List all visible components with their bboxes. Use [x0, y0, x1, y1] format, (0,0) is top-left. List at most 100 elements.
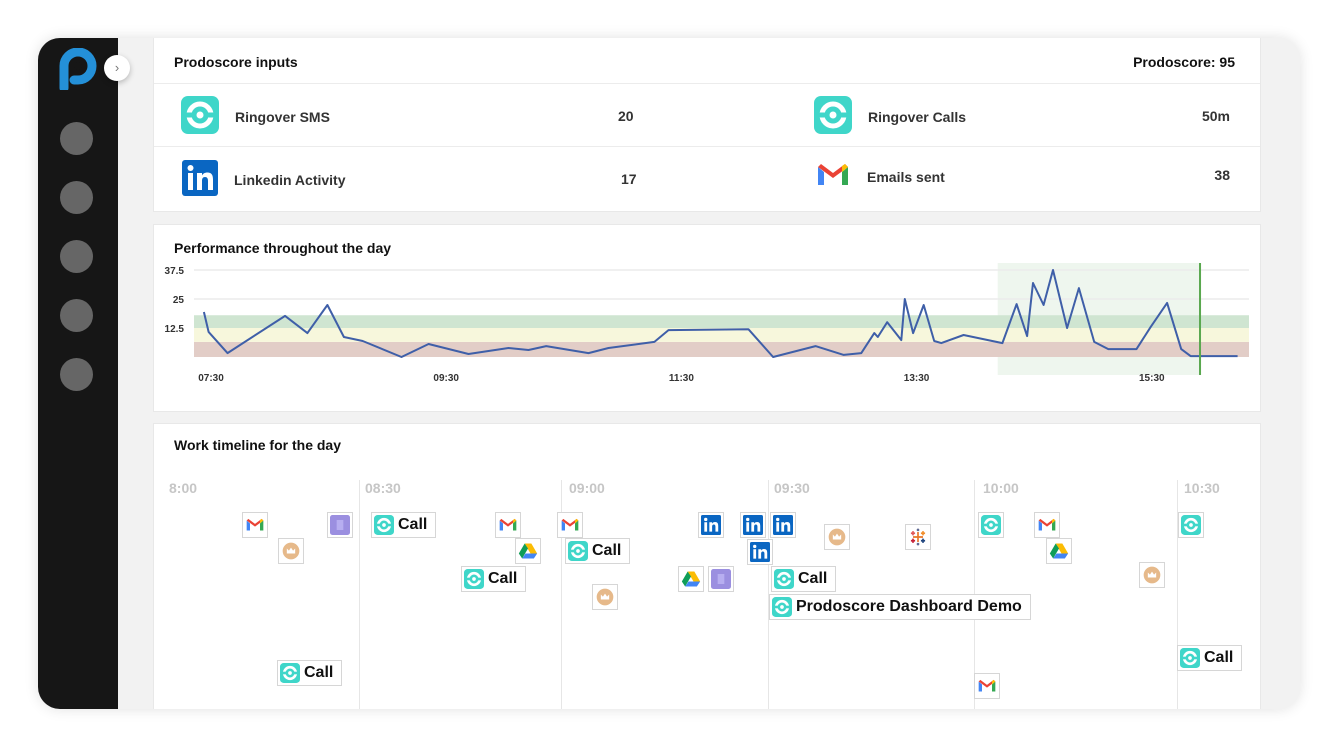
inputs-row: Ringover SMS 20 Ringover Calls 50m: [154, 83, 1260, 146]
nav-item-1[interactable]: [60, 122, 93, 155]
input-value: 17: [621, 171, 637, 187]
ringover-icon: [981, 515, 1001, 535]
time-label: 10:30: [1184, 480, 1220, 496]
timeline-event-ringover[interactable]: Call: [277, 660, 343, 686]
time-label: 09:30: [774, 480, 810, 496]
gmail-icon: [1037, 515, 1057, 535]
input-ringover-calls: Ringover Calls: [814, 96, 966, 137]
gmail-icon: [245, 515, 265, 535]
performance-chart: 37.5 25 12.5 07:30 09:30 11:30 13:30 15:30: [165, 263, 1249, 384]
time-label: 10:00: [983, 480, 1019, 496]
tableau-icon: [908, 527, 928, 547]
timeline-event-drive[interactable]: [678, 566, 704, 592]
timeline-event-ringover[interactable]: Call: [461, 566, 527, 592]
gmail-icon: [498, 515, 518, 535]
timeline-event-linkedin[interactable]: [770, 512, 796, 538]
calendar-icon: [711, 569, 731, 589]
x-tick-label: 13:30: [904, 373, 930, 384]
drive-icon: [681, 569, 701, 589]
y-tick-label: 37.5: [165, 266, 185, 277]
timeline-event-ringover[interactable]: Prodoscore Dashboard Demo: [769, 594, 1031, 620]
event-label: Call: [1204, 649, 1234, 666]
input-value: 20: [618, 108, 634, 124]
x-tick-label: 07:30: [198, 373, 224, 384]
nav-item-4[interactable]: [60, 299, 93, 332]
ringover-icon: [1180, 648, 1200, 668]
event-label: Call: [398, 516, 428, 533]
timeline-event-crown[interactable]: [1139, 562, 1165, 588]
input-emails: Emails sent: [815, 157, 945, 196]
event-label: Call: [798, 570, 828, 587]
timeline-event-gmail[interactable]: [242, 512, 268, 538]
calendar-icon: [330, 515, 350, 535]
ringover-icon: [772, 597, 792, 617]
timeline-event-ringover[interactable]: Call: [771, 566, 837, 592]
prodoscore-inputs-card: Prodoscore inputs Prodoscore: 95 Ringove…: [153, 38, 1261, 212]
input-linkedin: Linkedin Activity: [182, 160, 346, 199]
ringover-icon: [1181, 515, 1201, 535]
linkedin-icon: [182, 160, 218, 199]
nav-item-2[interactable]: [60, 181, 93, 214]
timeline-event-ringover[interactable]: Call: [565, 538, 631, 564]
time-gridline: [561, 480, 562, 709]
ringover-icon: [774, 569, 794, 589]
score-band: [194, 328, 1249, 342]
ringover-icon: [374, 515, 394, 535]
crown-icon: [281, 541, 301, 561]
performance-card: Performance throughout the day 37.5 25 12.…: [153, 224, 1261, 412]
input-label: Ringover SMS: [235, 108, 330, 125]
ringover-icon: [464, 569, 484, 589]
event-label: Call: [304, 664, 334, 681]
linkedin-icon: [773, 515, 793, 535]
time-label: 08:30: [365, 480, 401, 496]
time-gridline: [359, 480, 360, 709]
x-tick-label: 11:30: [669, 373, 694, 384]
prodoscore-logo[interactable]: [58, 47, 98, 95]
timeline-event-linkedin[interactable]: [740, 512, 766, 538]
gmail-icon: [977, 676, 997, 696]
score-band: [194, 341, 1249, 357]
event-label: Call: [488, 570, 518, 587]
timeline-event-calendar[interactable]: [708, 566, 734, 592]
timeline-event-gmail[interactable]: [974, 673, 1000, 699]
time-gridline: [768, 480, 769, 709]
nav-item-3[interactable]: [60, 240, 93, 273]
timeline-event-gmail[interactable]: [495, 512, 521, 538]
input-label: Ringover Calls: [868, 108, 967, 125]
input-label: Linkedin Activity: [234, 171, 346, 188]
timeline-event-crown[interactable]: [824, 524, 850, 550]
drive-icon: [518, 541, 538, 561]
timeline-event-ringover[interactable]: Call: [371, 512, 437, 538]
timeline-event-crown[interactable]: [592, 584, 618, 610]
timeline-event-linkedin[interactable]: [747, 539, 773, 565]
y-tick-label: 25: [173, 295, 185, 306]
nav-item-5[interactable]: [60, 358, 93, 391]
card-title: Prodoscore inputs: [174, 54, 298, 70]
crown-icon: [827, 527, 847, 547]
time-label: 09:00: [569, 480, 605, 496]
timeline-event-drive[interactable]: [1046, 538, 1072, 564]
card-title: Work timeline for the day: [174, 437, 341, 453]
timeline-event-tableau[interactable]: [905, 524, 931, 550]
x-tick-label: 09:30: [433, 373, 459, 384]
performance-line: [202, 269, 1238, 358]
chart-title: Performance throughout the day: [174, 240, 392, 256]
ringover-icon: [181, 96, 219, 137]
timeline-event-gmail[interactable]: [557, 512, 583, 538]
timeline-event-linkedin[interactable]: [698, 512, 724, 538]
timeline-event-drive[interactable]: [515, 538, 541, 564]
timeline-event-ringover[interactable]: [1178, 512, 1204, 538]
prodoscore-value: Prodoscore: 95: [1133, 54, 1235, 70]
timeline-event-gmail[interactable]: [1034, 512, 1060, 538]
gmail-icon: [560, 515, 580, 535]
crown-icon: [1142, 565, 1162, 585]
timeline-event-ringover[interactable]: [978, 512, 1004, 538]
event-label: Call: [592, 542, 622, 559]
timeline-event-crown[interactable]: [278, 538, 304, 564]
input-ringover-sms: Ringover SMS: [181, 96, 330, 137]
input-value: 50m: [1201, 108, 1230, 124]
sidebar-expand-button[interactable]: ›: [104, 55, 130, 81]
timeline-event-calendar[interactable]: [327, 512, 353, 538]
ringover-icon: [568, 541, 588, 561]
timeline-event-ringover[interactable]: Call: [1177, 645, 1243, 671]
